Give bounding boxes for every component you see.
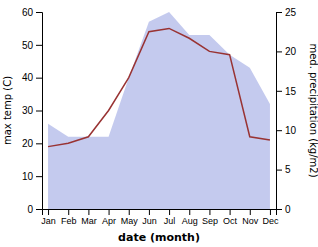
x-tick-label: Jan xyxy=(41,216,56,226)
y-axis-line xyxy=(36,13,43,210)
y2-tick-label: 0 xyxy=(285,204,291,215)
y-tick-mark xyxy=(36,12,42,13)
x-tick-mark xyxy=(169,209,170,215)
x-tick: Jul xyxy=(164,209,176,226)
x-tick: Jan xyxy=(41,209,56,226)
x-tick-label: Dec xyxy=(262,216,279,226)
x-tick-label: Mar xyxy=(81,216,97,226)
y-axis-title: max temp (C) xyxy=(2,76,13,145)
x-tick: Feb xyxy=(61,209,77,226)
y-tick: 50 xyxy=(22,40,42,51)
x-tick-label: Sep xyxy=(202,216,218,226)
y-tick-mark xyxy=(36,78,42,79)
line xyxy=(48,28,270,146)
y2-tick-label: 25 xyxy=(285,7,297,18)
y2-tick-mark xyxy=(276,12,282,13)
y-tick-label: 20 xyxy=(22,138,34,149)
x-tick-mark xyxy=(270,209,271,215)
y-tick-mark xyxy=(36,209,42,210)
x-tick: Aug xyxy=(182,209,198,226)
y-axis: 0 10 20 30 40 50 60 xyxy=(22,7,43,215)
y2-axis: 0 5 10 15 20 25 xyxy=(276,7,297,215)
y-tick-label: 0 xyxy=(27,204,33,215)
y2-axis-title: med. precipitation (kg/m2) xyxy=(308,43,318,177)
y-tick-label: 40 xyxy=(22,72,34,83)
area xyxy=(48,12,270,209)
x-tick-label: Feb xyxy=(61,216,77,226)
x-tick-mark xyxy=(149,209,150,215)
x-tick-label: Apr xyxy=(102,216,116,226)
x-tick: May xyxy=(121,209,139,226)
x-tick-mark xyxy=(250,209,251,215)
y2-tick-mark xyxy=(276,91,282,92)
x-tick-mark xyxy=(48,209,49,215)
y2-tick-mark xyxy=(276,209,282,210)
x-tick-label: Jun xyxy=(142,216,157,226)
x-tick: Dec xyxy=(262,209,279,226)
x-tick: Jun xyxy=(142,209,157,226)
x-tick: Apr xyxy=(102,209,116,226)
y-tick-label: 10 xyxy=(22,171,34,182)
x-tick: Oct xyxy=(223,209,238,226)
x-axis: Jan Feb Mar Apr MayJun Jul Aug Sep Oct NovDec xyxy=(41,209,279,226)
y-tick-label: 60 xyxy=(22,7,34,18)
x-tick: Mar xyxy=(81,209,97,226)
chart: Jan Feb Mar Apr MayJun Jul Aug Sep Oct NovDec 0 10 2… xyxy=(0,0,318,247)
y2-tick-mark xyxy=(276,130,282,131)
x-tick-label: Aug xyxy=(182,216,198,226)
y2-tick: 10 xyxy=(276,125,297,136)
x-tick-mark xyxy=(230,209,231,215)
y-tick-label: 50 xyxy=(22,40,34,51)
y2-tick: 25 xyxy=(276,7,297,18)
y-tick-mark xyxy=(36,143,42,144)
x-tick-label: Jul xyxy=(164,216,176,226)
y-tick: 10 xyxy=(22,171,42,182)
x-tick: Nov xyxy=(242,209,259,226)
y-tick-mark xyxy=(36,45,42,46)
x-tick-label: Oct xyxy=(223,216,238,226)
x-tick-mark xyxy=(88,209,89,215)
y2-tick-label: 10 xyxy=(285,125,297,136)
y-tick: 40 xyxy=(22,72,42,83)
x-axis-title: date (month) xyxy=(118,231,200,244)
x-tick-label: Nov xyxy=(242,216,259,226)
x-tick-mark xyxy=(68,209,69,215)
x-tick-mark xyxy=(109,209,110,215)
y-tick: 20 xyxy=(22,138,42,149)
y2-tick: 5 xyxy=(276,164,291,175)
y-tick: 30 xyxy=(22,105,42,116)
y2-tick-mark xyxy=(276,170,282,171)
x-tick-label: May xyxy=(121,216,139,226)
y2-tick: 15 xyxy=(276,86,297,97)
y-tick-mark xyxy=(36,176,42,177)
y2-tick-label: 5 xyxy=(285,164,291,175)
marks xyxy=(48,12,270,209)
y-tick-mark xyxy=(36,111,42,112)
y-tick: 60 xyxy=(22,7,42,18)
y2-tick: 20 xyxy=(276,46,297,57)
x-tick: Sep xyxy=(202,209,218,226)
y-tick-label: 30 xyxy=(22,105,34,116)
x-tick-mark xyxy=(209,209,210,215)
x-tick-mark xyxy=(189,209,190,215)
y2-tick: 0 xyxy=(276,204,291,215)
y2-tick-label: 20 xyxy=(285,46,297,57)
y2-tick-mark xyxy=(276,51,282,52)
y2-axis-line xyxy=(277,13,283,210)
y2-tick-label: 15 xyxy=(285,86,297,97)
y-tick: 0 xyxy=(27,204,42,215)
x-tick-mark xyxy=(129,209,130,215)
x-axis-line xyxy=(43,210,277,216)
plot-area: Jan Feb Mar Apr MayJun Jul Aug Sep Oct NovDec 0 10 2… xyxy=(22,7,297,227)
